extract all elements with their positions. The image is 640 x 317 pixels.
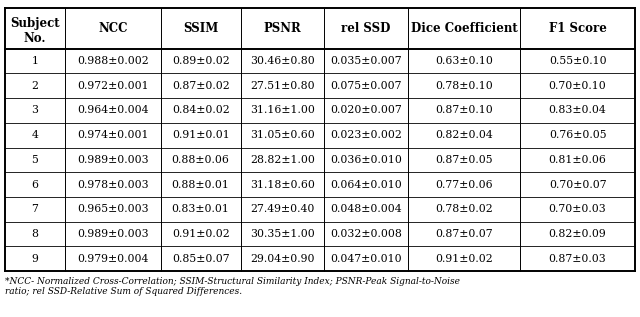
Text: 0.035±0.007: 0.035±0.007 bbox=[330, 56, 402, 66]
Text: 3: 3 bbox=[31, 106, 38, 115]
Text: 9: 9 bbox=[31, 254, 38, 264]
Text: 0.974±0.001: 0.974±0.001 bbox=[77, 130, 148, 140]
Text: 29.04±0.90: 29.04±0.90 bbox=[250, 254, 314, 264]
Text: 0.979±0.004: 0.979±0.004 bbox=[77, 254, 148, 264]
Text: F1 Score: F1 Score bbox=[548, 22, 607, 35]
Text: 0.989±0.003: 0.989±0.003 bbox=[77, 155, 148, 165]
Text: 0.78±0.02: 0.78±0.02 bbox=[435, 204, 493, 214]
Text: 0.76±0.05: 0.76±0.05 bbox=[548, 130, 606, 140]
Text: 0.87±0.05: 0.87±0.05 bbox=[435, 155, 493, 165]
Text: 0.70±0.10: 0.70±0.10 bbox=[548, 81, 607, 91]
Text: 0.84±0.02: 0.84±0.02 bbox=[172, 106, 230, 115]
Text: 0.81±0.06: 0.81±0.06 bbox=[548, 155, 607, 165]
Text: 0.87±0.10: 0.87±0.10 bbox=[435, 106, 493, 115]
Text: 0.91±0.02: 0.91±0.02 bbox=[172, 229, 230, 239]
Text: 0.78±0.10: 0.78±0.10 bbox=[435, 81, 493, 91]
Text: 31.18±0.60: 31.18±0.60 bbox=[250, 179, 315, 190]
Text: 0.047±0.010: 0.047±0.010 bbox=[330, 254, 402, 264]
Text: 0.036±0.010: 0.036±0.010 bbox=[330, 155, 402, 165]
Text: 0.020±0.007: 0.020±0.007 bbox=[330, 106, 402, 115]
Text: 0.978±0.003: 0.978±0.003 bbox=[77, 179, 148, 190]
Text: 31.16±1.00: 31.16±1.00 bbox=[250, 106, 315, 115]
Text: 0.87±0.02: 0.87±0.02 bbox=[172, 81, 230, 91]
Text: 0.075±0.007: 0.075±0.007 bbox=[330, 81, 402, 91]
Text: 0.023±0.002: 0.023±0.002 bbox=[330, 130, 402, 140]
Text: NCC: NCC bbox=[98, 22, 127, 35]
Text: 27.49±0.40: 27.49±0.40 bbox=[250, 204, 314, 214]
Text: 0.048±0.004: 0.048±0.004 bbox=[330, 204, 402, 214]
Text: rel SSD: rel SSD bbox=[341, 22, 390, 35]
Text: 0.85±0.07: 0.85±0.07 bbox=[172, 254, 230, 264]
Text: 30.46±0.80: 30.46±0.80 bbox=[250, 56, 315, 66]
Text: *NCC- Normalized Cross-Correlation; SSIM-Structural Similarity Index; PSNR-Peak : *NCC- Normalized Cross-Correlation; SSIM… bbox=[5, 277, 460, 296]
Text: 27.51±0.80: 27.51±0.80 bbox=[250, 81, 314, 91]
Text: SSIM: SSIM bbox=[183, 22, 218, 35]
Text: 0.972±0.001: 0.972±0.001 bbox=[77, 81, 148, 91]
Text: 0.91±0.01: 0.91±0.01 bbox=[172, 130, 230, 140]
Text: 2: 2 bbox=[31, 81, 38, 91]
Text: 0.89±0.02: 0.89±0.02 bbox=[172, 56, 230, 66]
Text: 1: 1 bbox=[31, 56, 38, 66]
Text: 0.965±0.003: 0.965±0.003 bbox=[77, 204, 148, 214]
Text: 0.70±0.07: 0.70±0.07 bbox=[548, 179, 606, 190]
Text: 0.87±0.03: 0.87±0.03 bbox=[548, 254, 607, 264]
Text: 0.988±0.002: 0.988±0.002 bbox=[77, 56, 148, 66]
Text: 0.88±0.06: 0.88±0.06 bbox=[172, 155, 230, 165]
Text: 5: 5 bbox=[31, 155, 38, 165]
Text: 0.82±0.04: 0.82±0.04 bbox=[435, 130, 493, 140]
Text: 0.82±0.09: 0.82±0.09 bbox=[548, 229, 607, 239]
Text: 0.83±0.01: 0.83±0.01 bbox=[172, 204, 230, 214]
Text: 0.70±0.03: 0.70±0.03 bbox=[548, 204, 607, 214]
Text: 0.91±0.02: 0.91±0.02 bbox=[435, 254, 493, 264]
Text: 0.87±0.07: 0.87±0.07 bbox=[435, 229, 493, 239]
Text: 6: 6 bbox=[31, 179, 38, 190]
Text: 0.77±0.06: 0.77±0.06 bbox=[435, 179, 493, 190]
Text: No.: No. bbox=[24, 32, 46, 45]
Text: 28.82±1.00: 28.82±1.00 bbox=[250, 155, 315, 165]
Text: PSNR: PSNR bbox=[263, 22, 301, 35]
Text: Dice Coefficient: Dice Coefficient bbox=[411, 22, 518, 35]
Text: 0.63±0.10: 0.63±0.10 bbox=[435, 56, 493, 66]
Text: 0.88±0.01: 0.88±0.01 bbox=[172, 179, 230, 190]
Text: 0.989±0.003: 0.989±0.003 bbox=[77, 229, 148, 239]
Text: 0.964±0.004: 0.964±0.004 bbox=[77, 106, 148, 115]
Text: 0.83±0.04: 0.83±0.04 bbox=[548, 106, 607, 115]
Text: 30.35±1.00: 30.35±1.00 bbox=[250, 229, 315, 239]
Text: 0.55±0.10: 0.55±0.10 bbox=[548, 56, 606, 66]
Text: Subject: Subject bbox=[10, 17, 60, 30]
Text: 4: 4 bbox=[31, 130, 38, 140]
Text: 0.064±0.010: 0.064±0.010 bbox=[330, 179, 402, 190]
Text: 7: 7 bbox=[31, 204, 38, 214]
Text: 8: 8 bbox=[31, 229, 38, 239]
Text: 31.05±0.60: 31.05±0.60 bbox=[250, 130, 315, 140]
Text: 0.032±0.008: 0.032±0.008 bbox=[330, 229, 402, 239]
